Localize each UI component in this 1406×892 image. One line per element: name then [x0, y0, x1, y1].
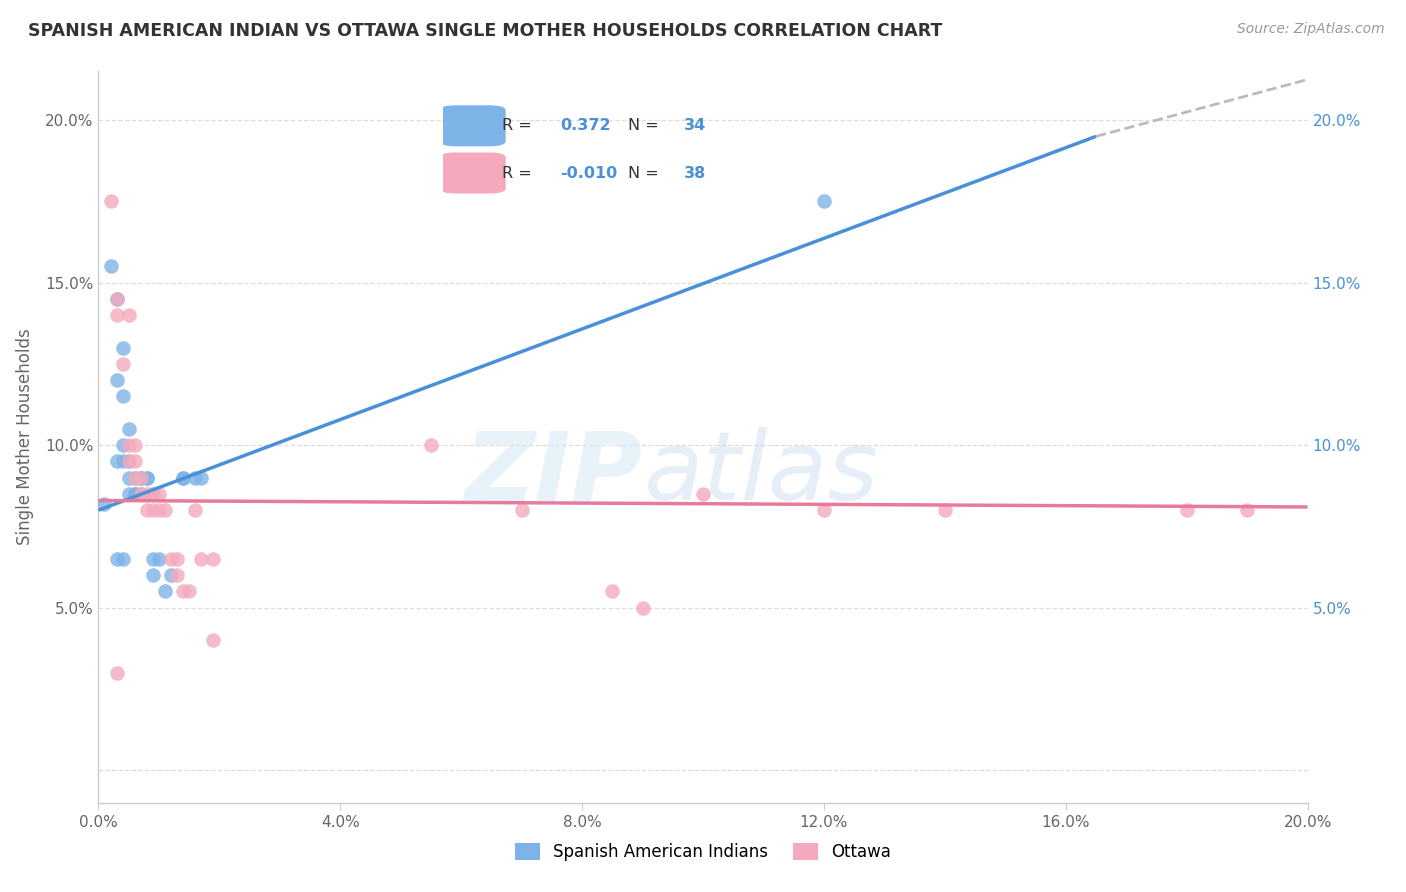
Text: SPANISH AMERICAN INDIAN VS OTTAWA SINGLE MOTHER HOUSEHOLDS CORRELATION CHART: SPANISH AMERICAN INDIAN VS OTTAWA SINGLE… [28, 22, 942, 40]
Point [124, 471, 146, 485]
Text: R =: R = [502, 166, 537, 180]
Point [172, 471, 194, 485]
Text: R =: R = [502, 119, 537, 133]
Point [129, 471, 152, 485]
FancyBboxPatch shape [440, 153, 506, 194]
Point [153, 503, 176, 517]
Point [118, 454, 141, 468]
Point [118, 487, 141, 501]
Point [129, 471, 152, 485]
Point [166, 552, 188, 566]
Point [105, 292, 128, 306]
Point [692, 487, 714, 501]
Point [135, 471, 157, 485]
Point [100, 194, 122, 209]
Point [172, 584, 194, 599]
Point [420, 438, 443, 452]
Text: -0.010: -0.010 [560, 166, 617, 180]
Point [118, 438, 141, 452]
Point [153, 584, 176, 599]
Point [111, 357, 134, 371]
Point [160, 552, 183, 566]
Legend: Spanish American Indians, Ottawa: Spanish American Indians, Ottawa [508, 836, 898, 868]
Point [118, 308, 141, 322]
Point [813, 194, 835, 209]
Text: N =: N = [628, 119, 664, 133]
Point [118, 454, 141, 468]
Point [934, 503, 956, 517]
Point [184, 503, 207, 517]
Point [166, 568, 188, 582]
Point [135, 503, 157, 517]
Point [202, 552, 225, 566]
Point [202, 633, 225, 648]
Point [111, 454, 134, 468]
Point [105, 292, 128, 306]
Point [105, 454, 128, 468]
Point [135, 471, 157, 485]
Y-axis label: Single Mother Households: Single Mother Households [15, 329, 34, 545]
Point [172, 471, 194, 485]
Point [813, 503, 835, 517]
Text: 38: 38 [685, 166, 706, 180]
Point [1175, 503, 1198, 517]
Point [142, 552, 165, 566]
Point [190, 552, 212, 566]
Point [160, 568, 183, 582]
Point [105, 308, 128, 322]
Point [510, 503, 533, 517]
Point [184, 471, 207, 485]
Point [129, 487, 152, 501]
Point [179, 584, 201, 599]
Point [135, 487, 157, 501]
Point [142, 503, 165, 517]
Point [148, 552, 170, 566]
Point [148, 487, 170, 501]
Point [124, 454, 146, 468]
Point [93, 497, 115, 511]
Text: ZIP: ZIP [464, 427, 643, 520]
Point [1236, 503, 1258, 517]
Point [142, 568, 165, 582]
Text: 0.372: 0.372 [560, 119, 610, 133]
Point [111, 552, 134, 566]
Point [111, 341, 134, 355]
Point [105, 373, 128, 387]
Point [105, 665, 128, 680]
Point [111, 389, 134, 403]
Point [142, 487, 165, 501]
Point [124, 471, 146, 485]
Point [118, 422, 141, 436]
Text: atlas: atlas [643, 427, 877, 520]
Point [129, 471, 152, 485]
Text: N =: N = [628, 166, 664, 180]
Point [190, 471, 212, 485]
Point [129, 487, 152, 501]
Point [124, 487, 146, 501]
Point [100, 260, 122, 274]
Point [142, 487, 165, 501]
Point [602, 584, 624, 599]
Point [111, 438, 134, 452]
Point [105, 552, 128, 566]
Point [631, 600, 654, 615]
Text: Source: ZipAtlas.com: Source: ZipAtlas.com [1237, 22, 1385, 37]
Point [118, 471, 141, 485]
FancyBboxPatch shape [440, 105, 506, 146]
Point [124, 487, 146, 501]
Point [148, 503, 170, 517]
Point [124, 438, 146, 452]
Text: 34: 34 [685, 119, 706, 133]
